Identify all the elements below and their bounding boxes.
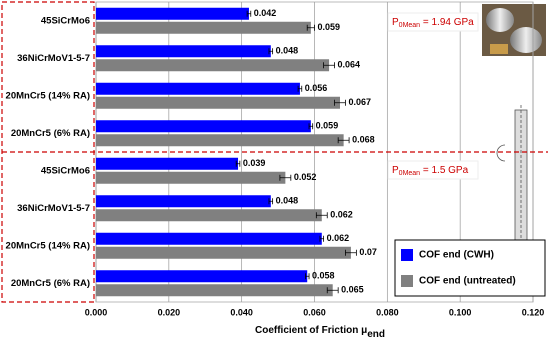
value-label: 0.059 [318,22,341,32]
value-label: 0.062 [327,233,350,243]
y-tick-label: 45SiCrMo6 [41,165,90,176]
error-bar [323,62,335,69]
error-bar [268,48,274,55]
annotation-box [387,12,479,32]
annotation-box [387,160,479,180]
bar [96,21,311,34]
bar [96,284,333,297]
bar [96,96,340,109]
value-label: 0.065 [341,285,364,295]
value-label: 0.052 [294,172,317,182]
y-tick-label: 20MnCr5 (14% RA) [6,240,90,251]
error-bar [297,85,303,92]
annotation: P0Mean = 1.94 GPa [392,17,474,29]
annotation-sub: 0Mean [399,170,421,177]
error-bar [304,273,310,280]
value-label: 0.062 [330,210,353,220]
label-frame [1,1,95,303]
error-bar [246,10,252,17]
value-label: 0.056 [305,83,328,93]
error-bar [279,174,292,181]
annotation-rest: = 1.5 GPa [420,165,469,176]
x-tick-label: 0.080 [376,307,399,317]
x-tick-label: 0.060 [303,307,326,317]
bar [96,45,271,58]
bar [96,59,330,72]
bar [96,7,249,20]
value-label: 0.048 [276,46,299,56]
bar [96,232,322,245]
error-bar [235,160,241,167]
bar [96,270,308,283]
value-label: 0.042 [254,8,277,18]
error-bar [306,24,315,31]
y-tick-label: 20MnCr5 (14% RA) [6,90,90,101]
bar [96,195,271,208]
x-axis-label-main: Coefficient of Friction μ [255,325,367,336]
error-bar [268,198,274,205]
bar [96,209,322,222]
value-label: 0.048 [276,196,299,206]
bar [96,82,300,95]
error-bar [345,249,357,256]
y-tick-label: 20MnCr5 (6% RA) [11,278,90,289]
x-tick-label: 0.000 [85,307,108,317]
y-tick-label: 36NiCrMoV1-5-7 [17,203,90,214]
bar [96,171,286,184]
x-tick-label: 0.120 [522,307,545,317]
x-axis-label-sub: end [367,329,385,340]
legend-label: COF end (untreated) [419,276,516,287]
annotation-main: P [392,165,399,176]
x-tick-label: 0.020 [158,307,181,317]
y-tick-label: 36NiCrMoV1-5-7 [17,53,90,64]
value-label: 0.07 [359,247,377,257]
annotation-main: P [392,17,399,28]
legend-box [394,239,546,297]
x-tick-label: 0.100 [449,307,472,317]
annotation-rest: = 1.94 GPa [420,17,474,28]
value-label: 0.058 [312,271,335,281]
legend-label: COF end (CWH) [419,250,494,261]
error-bar [308,123,314,130]
x-axis-label: Coefficient of Friction μend [255,325,385,340]
bar [96,246,351,259]
photo [482,4,546,56]
annotation-sub: 0Mean [399,22,421,29]
value-label: 0.059 [316,121,339,131]
error-bar [319,235,325,242]
error-bar [326,287,339,294]
bar [96,157,239,170]
error-bar [315,212,328,219]
legend-swatch [401,249,413,261]
y-tick-label: 20MnCr5 (6% RA) [11,128,90,139]
error-bar [334,99,346,106]
annotation: P0Mean = 1.5 GPa [392,165,469,177]
value-label: 0.064 [338,60,361,70]
bar [96,134,344,147]
error-bar [337,137,350,144]
legend-swatch [401,275,413,287]
y-tick-label: 45SiCrMo6 [41,15,90,26]
value-label: 0.068 [352,135,375,145]
x-tick-label: 0.040 [230,307,253,317]
value-label: 0.067 [348,97,371,107]
value-label: 0.039 [243,158,266,168]
bar [96,120,311,133]
